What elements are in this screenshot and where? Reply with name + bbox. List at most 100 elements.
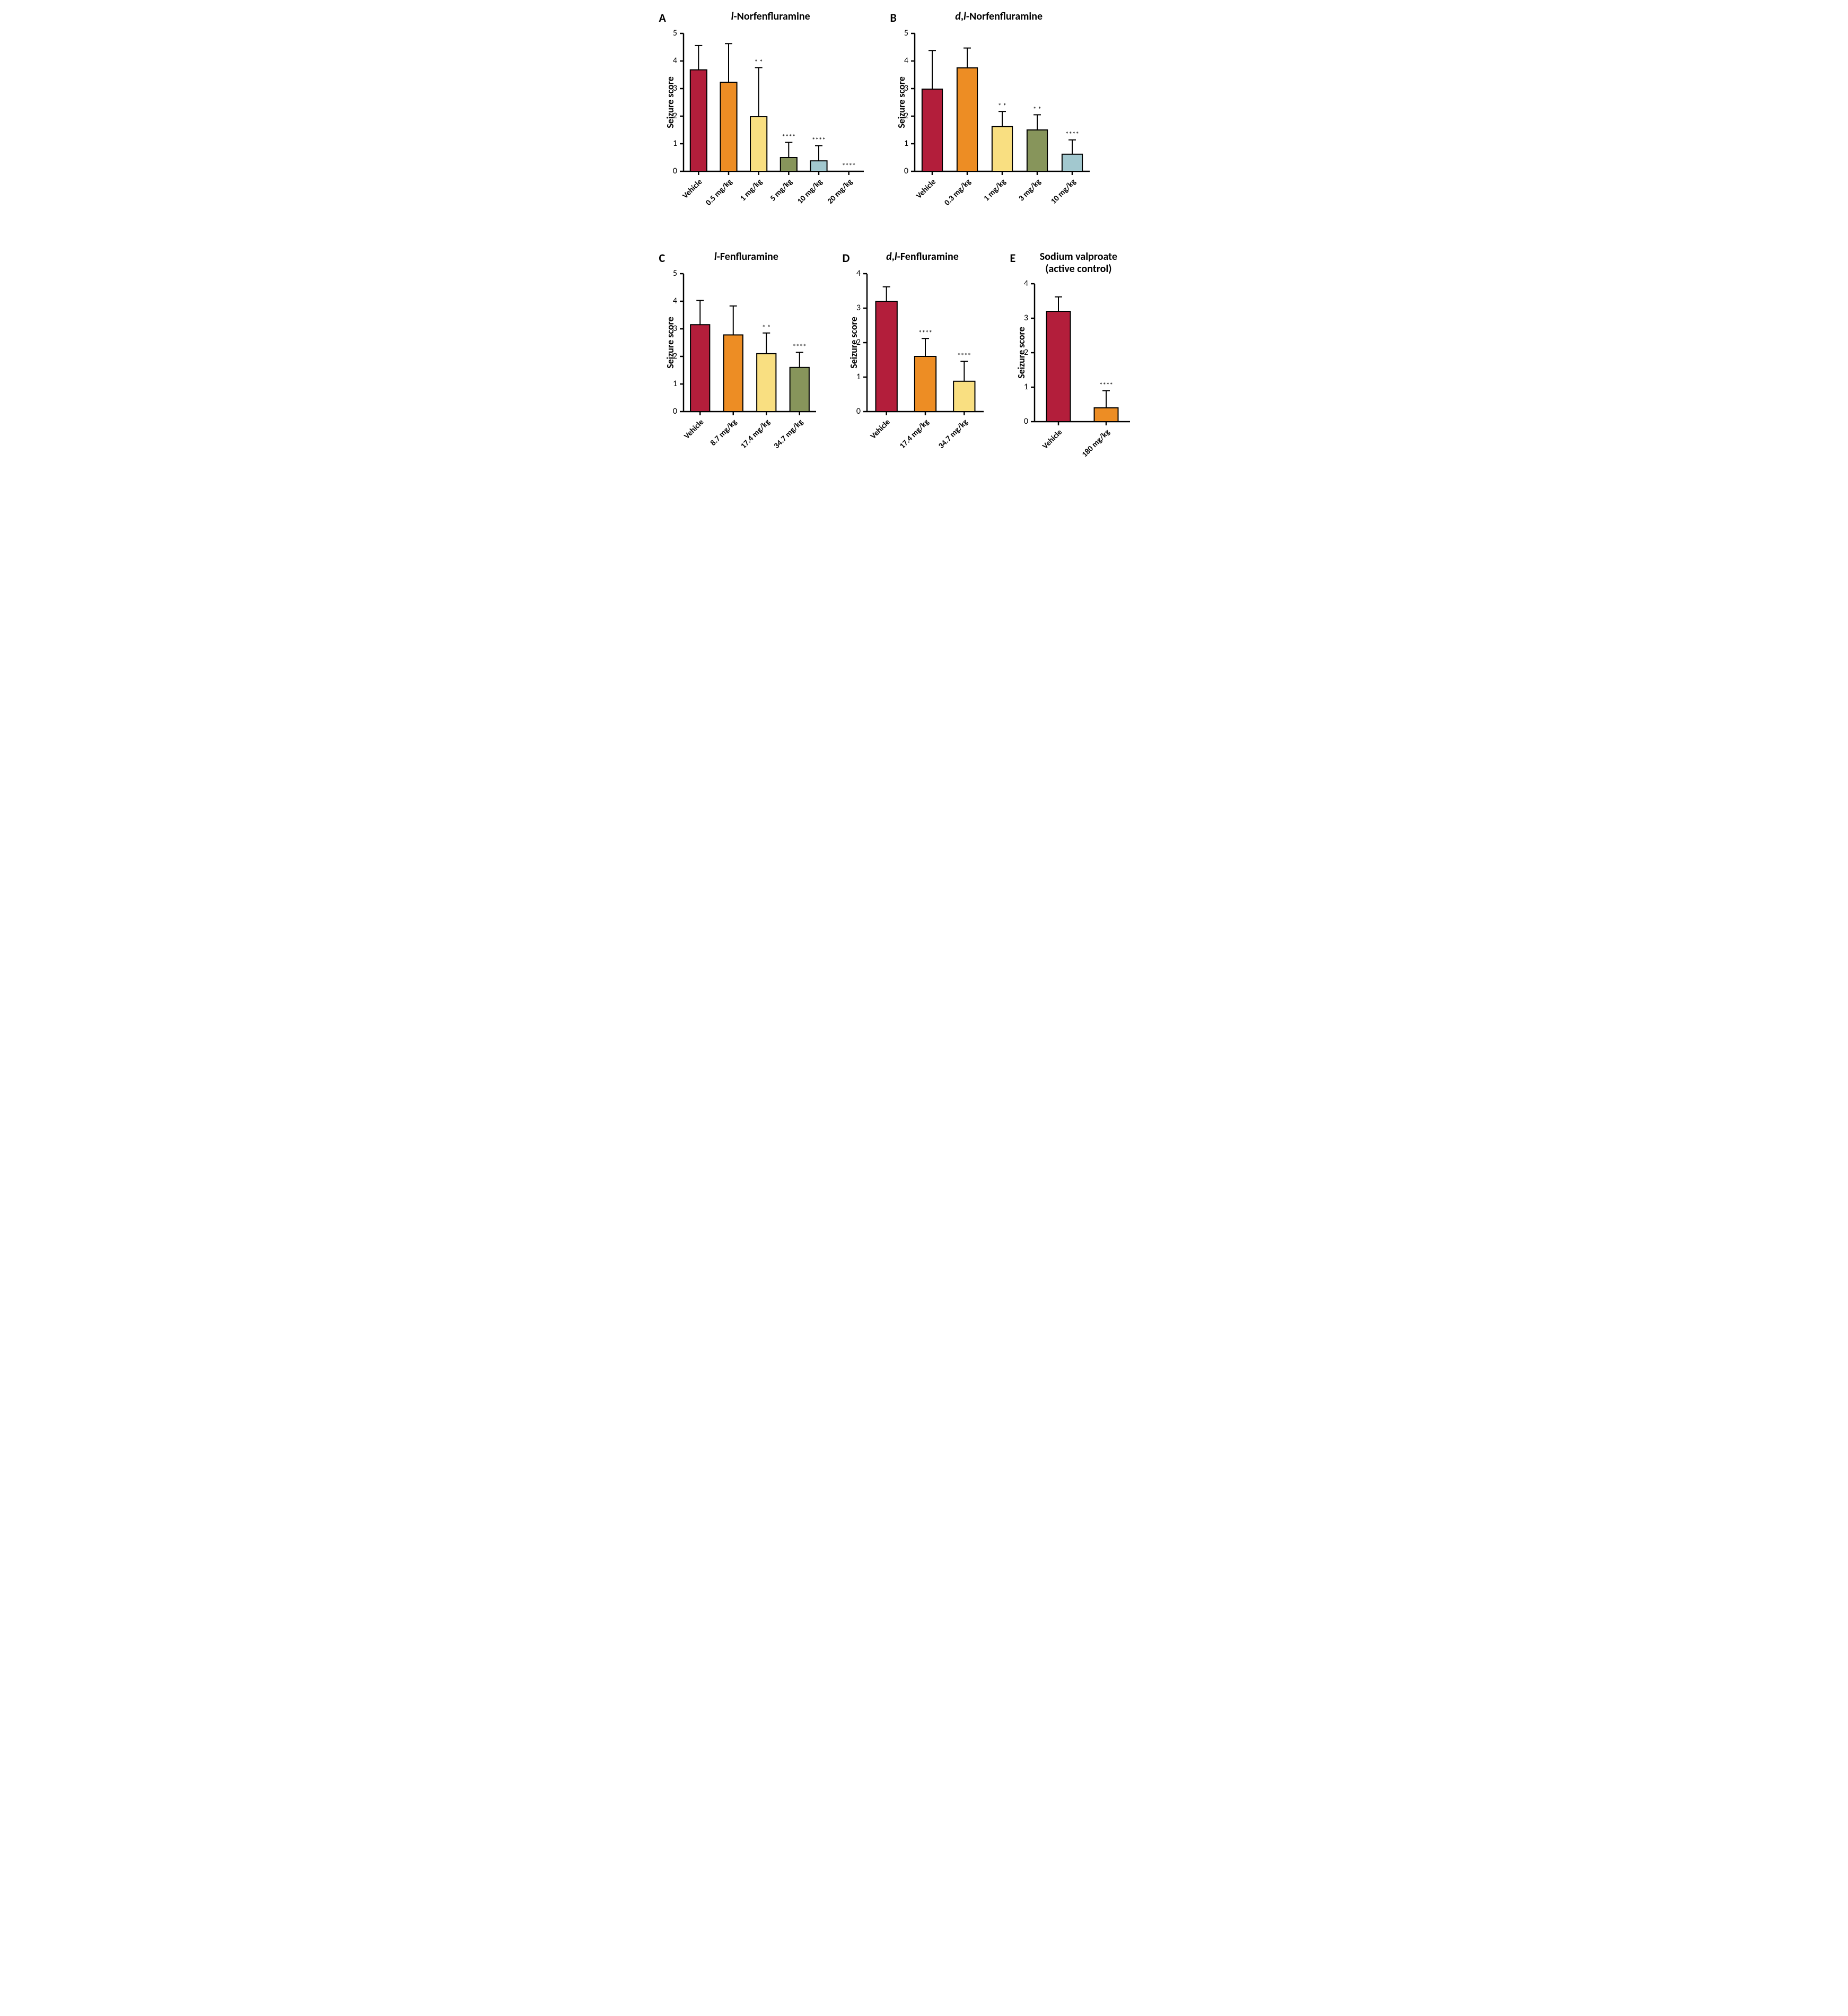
chart-svg: 01234Vehicle****180 mg/kg [1010, 275, 1135, 480]
bar [780, 158, 796, 171]
chart-svg: 012345Vehicle8.7 mg/kg* *17.4 mg/kg****3… [659, 265, 821, 470]
bar [992, 127, 1012, 171]
y-tick-label: 0 [904, 166, 908, 176]
y-tick-label: 3 [1023, 313, 1028, 323]
bar [875, 301, 897, 412]
x-tick-label: 20 mg/kg [826, 177, 855, 206]
y-tick-label: 1 [904, 138, 908, 149]
y-tick-label: 3 [856, 303, 860, 313]
y-tick-label: 4 [904, 56, 908, 66]
bar [810, 161, 827, 171]
x-tick-label: 34.7 mg/kg [936, 417, 970, 451]
bar [1094, 408, 1118, 422]
chart-area: Seizure score01234Vehicle****180 mg/kg [1010, 275, 1135, 480]
chart-svg: 012345Vehicle0.5 mg/kg* *1 mg/kg****5 mg… [659, 25, 869, 230]
significance-label: **** [1099, 382, 1113, 390]
y-tick-label: 4 [672, 296, 677, 306]
panel-title: d,l-Norfenfluramine [903, 11, 1095, 23]
y-tick-label: 1 [856, 372, 860, 382]
chart-area: Seizure score012345Vehicle0.3 mg/kg* *1 … [890, 25, 1095, 230]
y-tick-label: 0 [1023, 416, 1028, 426]
x-tick-label: 34.7 mg/kg [772, 417, 805, 451]
significance-label: * * [762, 324, 770, 332]
panel-header: Cl-Fenfluramine [659, 251, 821, 265]
x-tick-label: 0.3 mg/kg [942, 177, 973, 207]
chart-area: Seizure score01234Vehicle****17.4 mg/kg*… [843, 265, 989, 470]
bar [790, 368, 809, 412]
panel-title: Sodium valproate(active control) [1022, 251, 1135, 275]
significance-label: **** [957, 352, 971, 360]
x-tick-label: Vehicle [914, 177, 938, 201]
x-tick-label: 10 mg/kg [795, 177, 825, 206]
panel-row: Cl-FenfluramineSeizure score012345Vehicl… [659, 251, 1189, 480]
y-tick-label: 1 [1023, 382, 1028, 392]
x-tick-label: 17.4 mg/kg [898, 417, 931, 451]
panel-letter: C [659, 251, 665, 265]
chart-area: Seizure score012345Vehicle0.5 mg/kg* *1 … [659, 25, 869, 230]
x-tick-label: Vehicle [680, 177, 704, 201]
bar [1062, 154, 1082, 171]
panel-A: Al-NorfenfluramineSeizure score012345Veh… [659, 11, 869, 230]
x-tick-label: Vehicle [869, 417, 892, 441]
y-tick-label: 1 [672, 138, 677, 149]
y-tick-label: 4 [672, 56, 677, 66]
panel-header: Dd,l-Fenfluramine [843, 251, 989, 265]
bar [690, 325, 710, 412]
panel-B: Bd,l-NorfenfluramineSeizure score012345V… [890, 11, 1095, 230]
bar [957, 68, 977, 171]
panel-D: Dd,l-FenfluramineSeizure score01234Vehic… [843, 251, 989, 470]
y-axis-label: Seizure score [1015, 327, 1027, 379]
significance-label: * * [1033, 106, 1041, 114]
y-tick-label: 0 [672, 166, 677, 176]
panel-header: E Sodium valproate(active control) [1010, 251, 1135, 275]
significance-label: **** [782, 133, 795, 141]
bar [922, 89, 942, 171]
y-tick-label: 5 [672, 268, 677, 278]
x-tick-label: 180 mg/kg [1080, 427, 1111, 459]
bar [1027, 130, 1047, 171]
x-tick-label: 3 mg/kg [1017, 177, 1043, 203]
x-tick-label: 1 mg/kg [982, 177, 1008, 203]
panel-row: Al-Norfenfluramine Seizure score012345Veh… [659, 11, 1189, 230]
y-axis-label: Seizure score [664, 317, 676, 369]
significance-label: **** [1065, 131, 1079, 139]
bar [723, 335, 742, 412]
chart-svg: 012345Vehicle0.3 mg/kg* *1 mg/kg* *3 mg/… [890, 25, 1095, 230]
bar [690, 70, 706, 171]
panel-letter: B [890, 11, 897, 25]
y-axis-label: Seizure score [895, 76, 907, 128]
panel-title: d,l-Fenfluramine [856, 251, 988, 263]
y-axis-label: Seizure score [664, 76, 676, 128]
bar [720, 82, 737, 171]
significance-label: **** [842, 162, 855, 170]
significance-label: * * [754, 58, 763, 66]
panel-title: l-Fenfluramine [671, 251, 821, 263]
x-tick-label: 1 mg/kg [738, 177, 764, 203]
x-tick-label: Vehicle [1040, 427, 1064, 451]
x-tick-label: 17.4 mg/kg [739, 417, 772, 451]
y-tick-label: 5 [672, 28, 677, 38]
significance-label: **** [918, 329, 932, 337]
x-tick-label: 10 mg/kg [1049, 177, 1078, 206]
y-tick-label: 4 [1023, 278, 1028, 289]
bar [757, 354, 776, 412]
bar [750, 117, 767, 171]
x-tick-label: 0.5 mg/kg [704, 177, 734, 207]
panel-letter: A [659, 11, 666, 25]
panel-letter: D [843, 251, 850, 265]
y-tick-label: 5 [904, 28, 908, 38]
y-tick-label: 1 [672, 379, 677, 389]
significance-label: **** [812, 137, 826, 145]
panel-header: Al-Norfenfluramine [659, 11, 869, 25]
panel-E: E Sodium valproate(active control) Seizure… [1010, 251, 1135, 480]
significance-label: * * [998, 102, 1006, 110]
panel-header: Bd,l-Norfenfluramine [890, 11, 1095, 25]
x-tick-label: 5 mg/kg [768, 177, 794, 203]
chart-svg: 01234Vehicle****17.4 mg/kg****34.7 mg/kg [843, 265, 989, 470]
y-tick-label: 0 [856, 406, 860, 416]
significance-label: **** [792, 343, 806, 351]
y-tick-label: 4 [856, 268, 860, 278]
panel-title: l-Norfenfluramine [672, 11, 869, 23]
panel-letter: E [1010, 251, 1016, 265]
y-axis-label: Seizure score [847, 317, 859, 369]
